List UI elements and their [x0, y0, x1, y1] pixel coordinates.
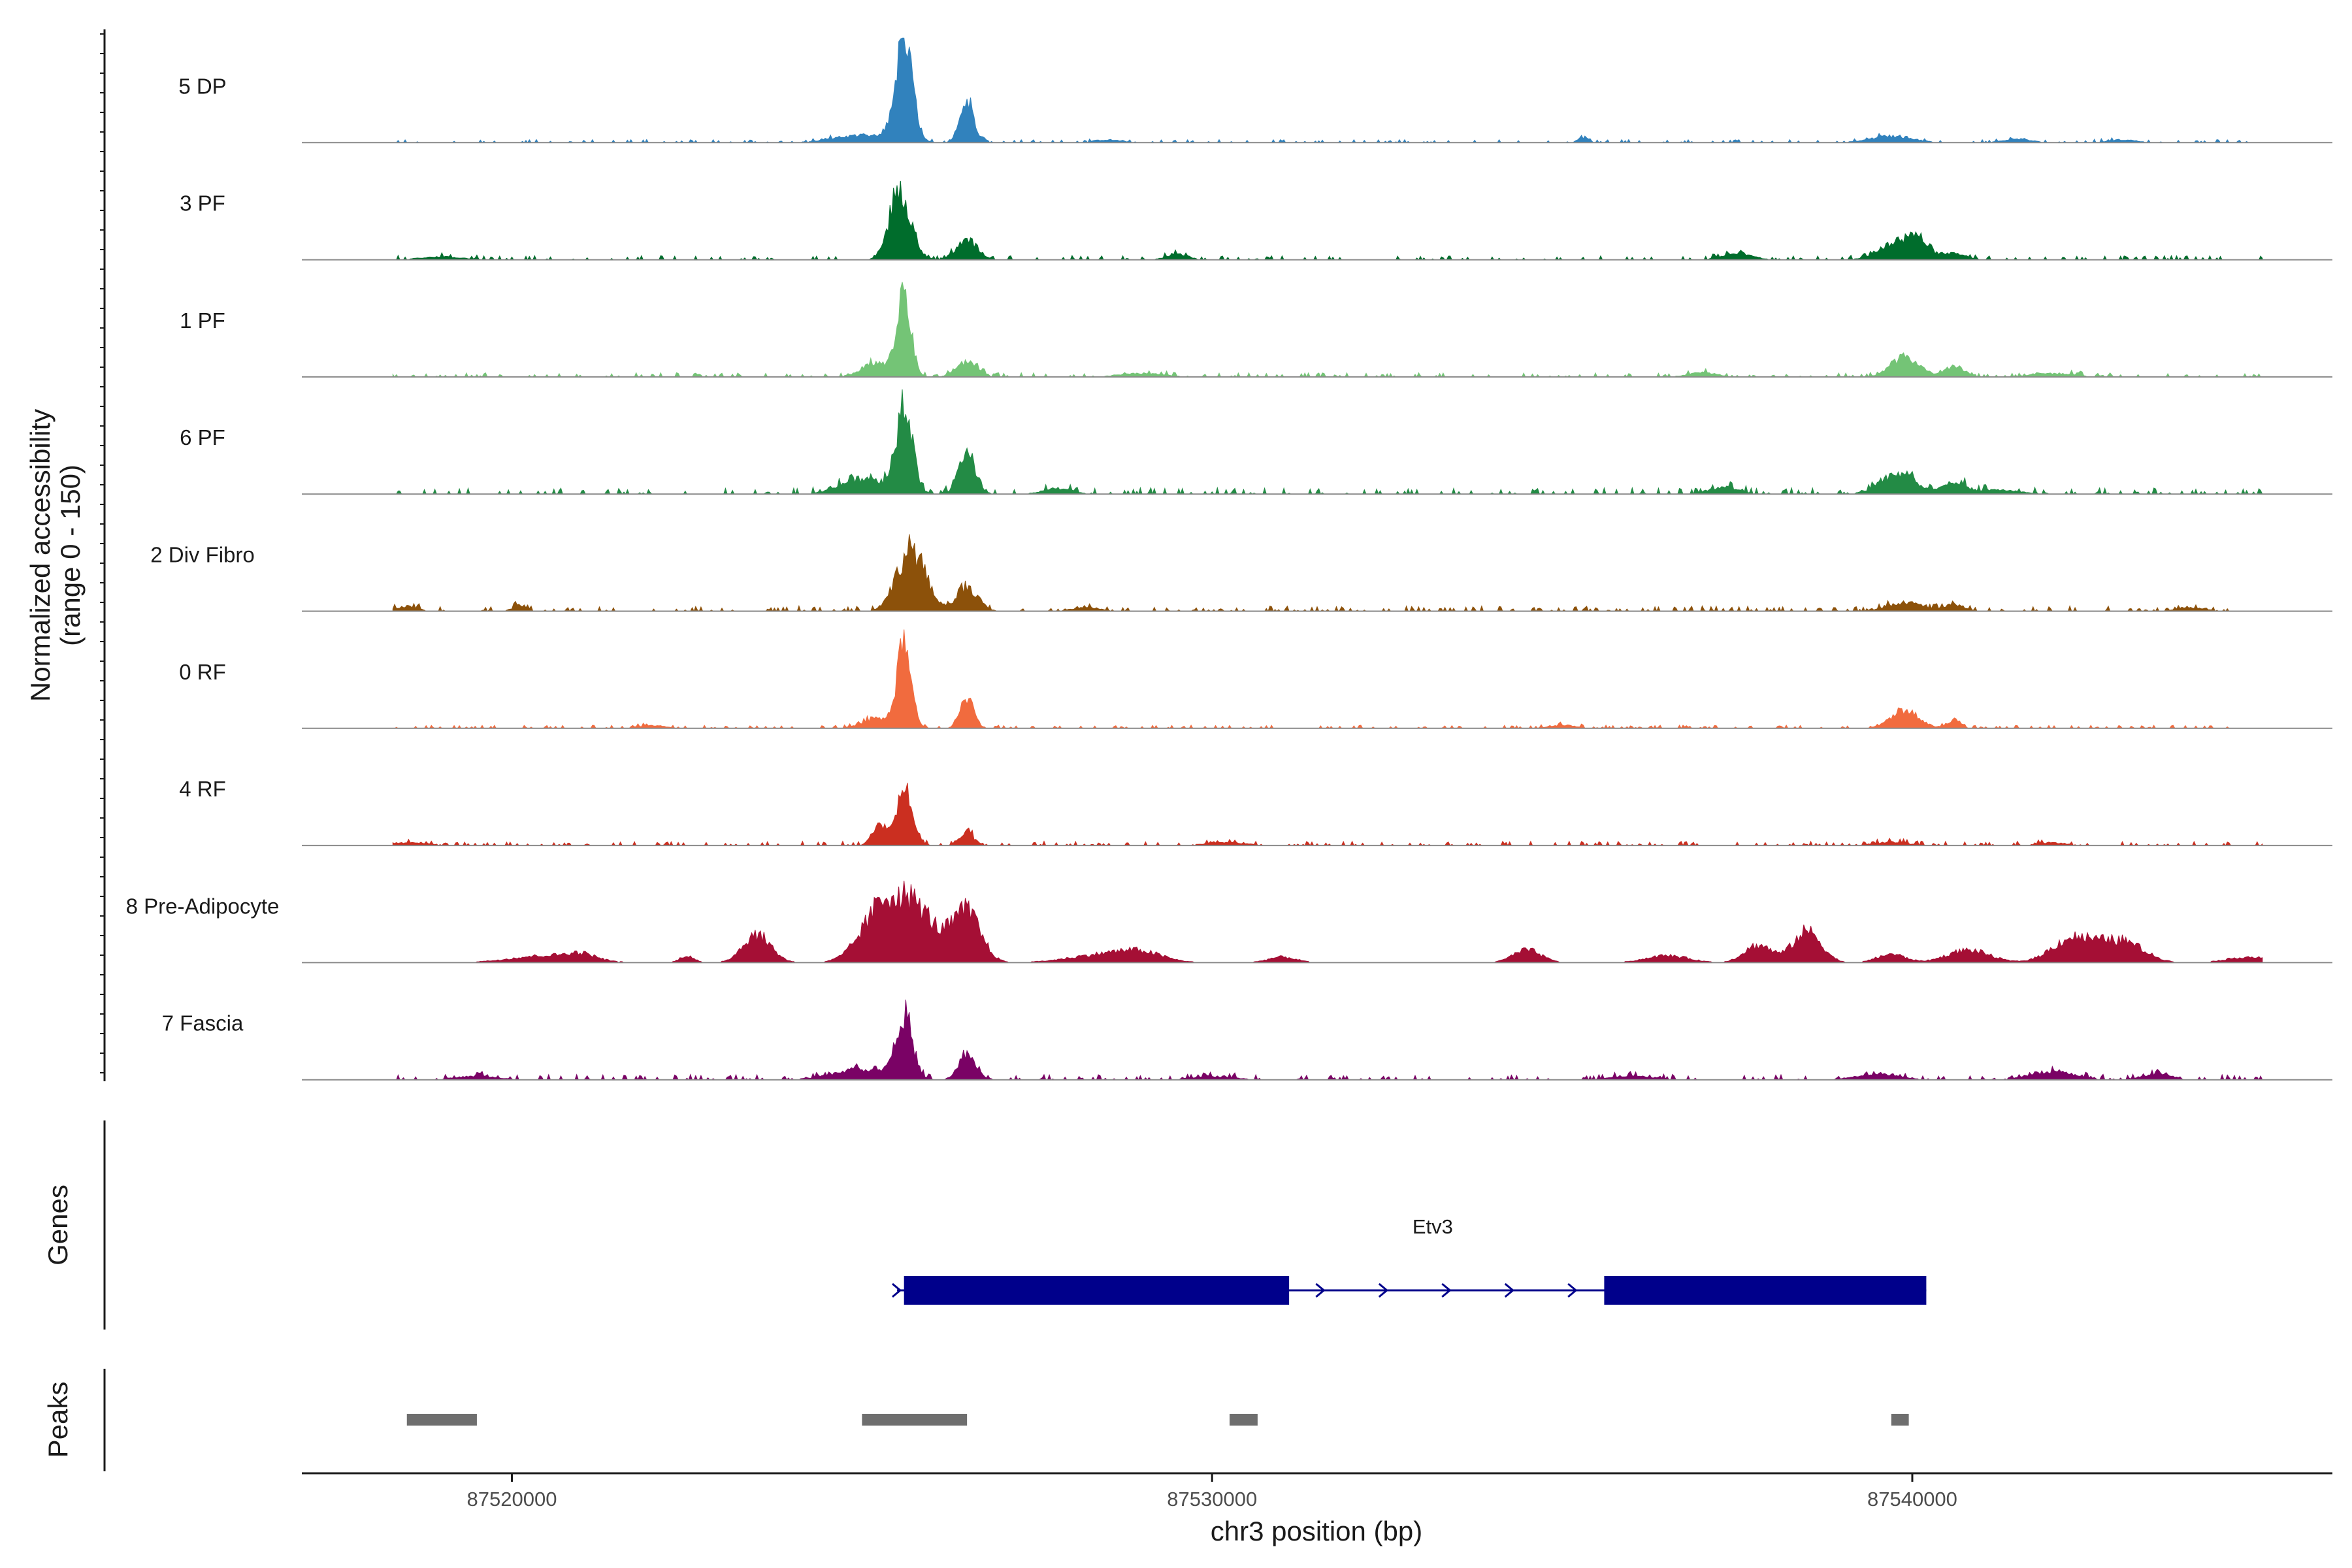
- x-axis-ticks: 87520000 87530000 87540000: [467, 1473, 1957, 1511]
- track-0-rf: 0 RF: [179, 629, 2332, 729]
- peak-region: [862, 1414, 968, 1426]
- coverage-tracks: 5 DP 3 PF 1 PF 6 PF 2 Div Fibro 0 RF 4 RF 8 Pre…: [126, 37, 2332, 1081]
- track-label: 4 RF: [179, 777, 226, 801]
- track-label: 0 RF: [179, 660, 226, 684]
- track-4-rf: 4 RF: [179, 777, 2332, 847]
- track-label: 6 PF: [180, 425, 225, 449]
- peaks-regions: [406, 1414, 1909, 1426]
- track-5-dp: 5 DP: [178, 37, 2332, 144]
- peak-region: [1230, 1414, 1258, 1426]
- gene-model: [892, 1276, 1927, 1305]
- track-label: 2 Div Fibro: [150, 543, 255, 567]
- coverage-area: [393, 629, 2262, 729]
- x-tick-label: 87530000: [1167, 1488, 1257, 1511]
- coverage-y-ticks: [100, 33, 105, 1073]
- coverage-area: [392, 783, 2263, 847]
- peak-region: [1891, 1414, 1909, 1426]
- strand-arrow: [1567, 1282, 1578, 1298]
- coverage-area: [393, 180, 2263, 261]
- coverage-area: [392, 534, 2262, 612]
- track-label: 3 PF: [180, 191, 225, 216]
- track-8-pre-adipocyte: 8 Pre-Adipocyte: [126, 880, 2332, 964]
- track-label: 8 Pre-Adipocyte: [126, 894, 280, 918]
- genes-track-title: Genes: [42, 1184, 73, 1266]
- coverage-area: [393, 1000, 2263, 1081]
- coverage-area: [393, 37, 2262, 144]
- x-tick-label: 87520000: [467, 1488, 557, 1511]
- strand-arrow: [1504, 1282, 1515, 1298]
- track-3-pf: 3 PF: [180, 180, 2332, 261]
- track-label: 1 PF: [180, 308, 225, 333]
- coverage-area: [392, 282, 2262, 378]
- gene-label-etv3: Etv3: [1413, 1215, 1453, 1238]
- strand-arrow: [1441, 1282, 1452, 1298]
- strand-arrow: [1315, 1282, 1326, 1298]
- peak-region: [406, 1414, 477, 1426]
- track-label: 7 Fascia: [162, 1011, 244, 1036]
- track-label: 5 DP: [178, 74, 226, 98]
- x-axis-title: chr3 position (bp): [1211, 1516, 1423, 1546]
- coverage-area: [393, 880, 2263, 963]
- x-tick-label: 87540000: [1867, 1488, 1957, 1511]
- track-7-fascia: 7 Fascia: [162, 1000, 2332, 1081]
- y-axis-title-line2: (range 0 - 150): [55, 465, 86, 646]
- strand-arrow: [892, 1282, 902, 1298]
- gene-exon: [904, 1276, 1290, 1305]
- track-2-div-fibro: 2 Div Fibro: [150, 534, 2332, 612]
- track-6-pf: 6 PF: [180, 389, 2332, 495]
- y-axis-title-line1: Normalized accessibility: [25, 409, 56, 702]
- peaks-track-title: Peaks: [42, 1382, 73, 1458]
- strand-arrow: [1378, 1282, 1389, 1298]
- coverage-area: [393, 389, 2263, 495]
- gene-exon: [1604, 1276, 1927, 1305]
- track-1-pf: 1 PF: [180, 282, 2332, 378]
